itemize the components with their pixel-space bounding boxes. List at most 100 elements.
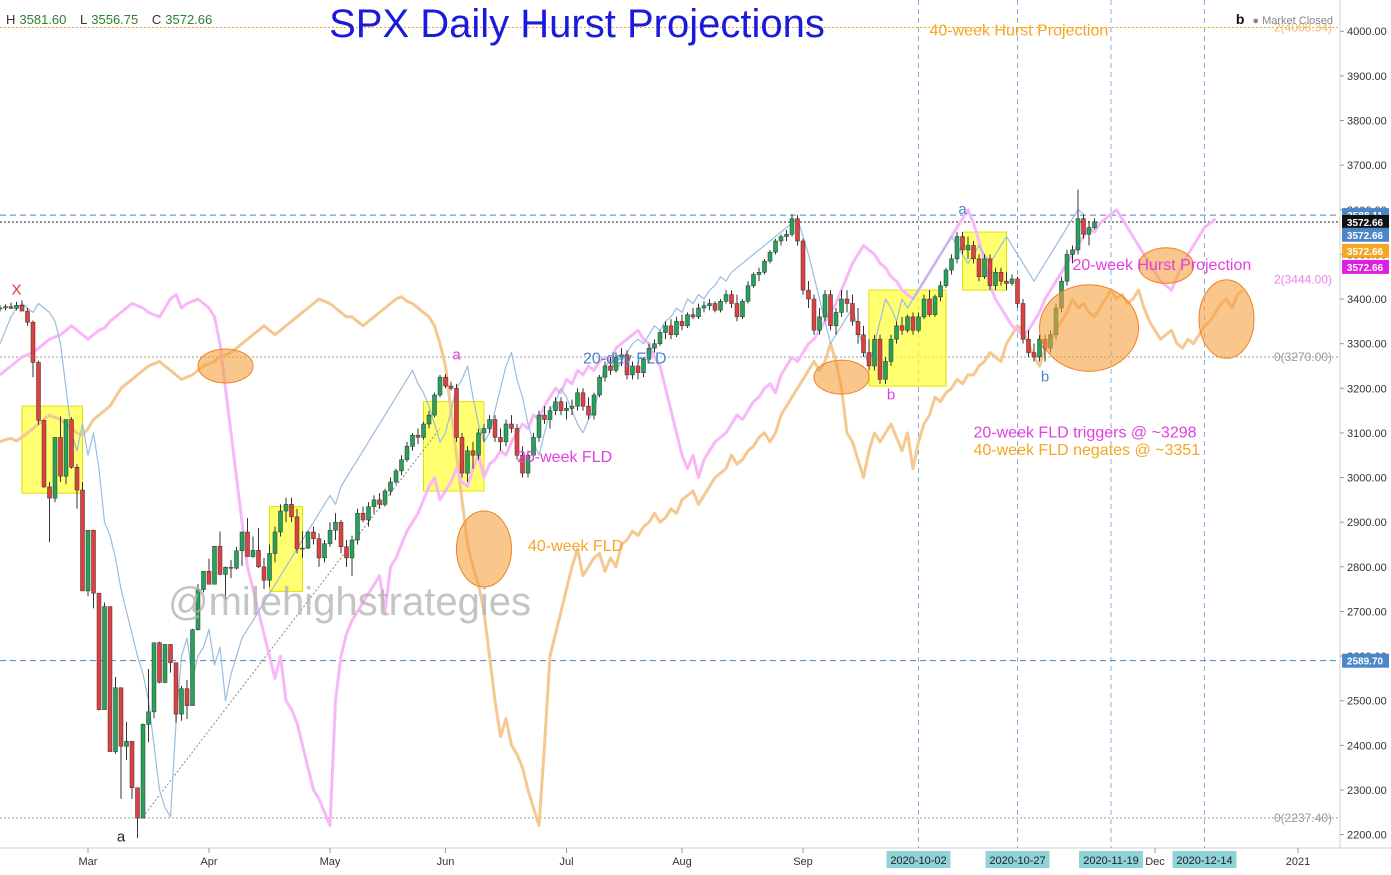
candle-body bbox=[817, 316, 822, 331]
highlight-ellipse bbox=[1138, 247, 1194, 284]
candle-body bbox=[525, 454, 531, 474]
candle-body bbox=[888, 338, 894, 362]
candle-body bbox=[866, 352, 872, 367]
candle-body bbox=[877, 338, 883, 380]
candle-body bbox=[129, 741, 135, 788]
candle-body bbox=[58, 437, 63, 477]
candle-body bbox=[1081, 218, 1086, 235]
highlight-ellipse bbox=[813, 359, 870, 395]
date-marker-label: 2020-10-02 bbox=[890, 855, 946, 867]
candle-body bbox=[652, 343, 657, 349]
candle-body bbox=[619, 354, 624, 358]
candle-body bbox=[492, 419, 498, 438]
level-label: 2(3444.00) bbox=[1274, 272, 1332, 286]
candle-body bbox=[580, 392, 586, 407]
candle-body bbox=[393, 470, 399, 483]
candle-body bbox=[36, 362, 41, 421]
candle-body bbox=[0, 307, 3, 310]
candle-body bbox=[168, 644, 173, 664]
candle-body bbox=[1064, 254, 1070, 282]
candle-body bbox=[250, 550, 256, 557]
candle-body bbox=[410, 434, 415, 447]
candle-body bbox=[1070, 249, 1075, 255]
candle-body bbox=[63, 419, 69, 477]
candle-body bbox=[344, 546, 349, 559]
candle-body bbox=[190, 629, 195, 706]
price-label-bg bbox=[1342, 214, 1389, 229]
y-tick-label: 3000.00 bbox=[1347, 473, 1387, 485]
candle-body bbox=[630, 365, 635, 376]
candle-body bbox=[987, 258, 993, 286]
y-tick-label: 4000.00 bbox=[1347, 26, 1387, 38]
candle-body bbox=[25, 310, 30, 323]
candle-body bbox=[762, 260, 767, 273]
annotation-label: 20-day FLD bbox=[583, 351, 667, 368]
candle-body bbox=[839, 298, 844, 313]
candle-body bbox=[41, 420, 47, 488]
status-letter: b bbox=[1235, 11, 1245, 27]
candle-body bbox=[685, 314, 690, 327]
candle-body bbox=[773, 240, 778, 253]
level-label: 0(3270.00) bbox=[1274, 350, 1332, 364]
y-tick-label: 2400.00 bbox=[1347, 740, 1387, 752]
candle-body bbox=[481, 428, 487, 434]
chart-title: SPX Daily Hurst Projections bbox=[329, 2, 825, 46]
date-marker-bg bbox=[1079, 851, 1143, 868]
y-tick-label: 3800.00 bbox=[1347, 116, 1387, 128]
candle-body bbox=[432, 394, 437, 416]
candle-body bbox=[1009, 278, 1015, 284]
candle-body bbox=[745, 285, 751, 302]
candle-body bbox=[487, 419, 492, 429]
candle-body bbox=[476, 432, 481, 456]
candle-body bbox=[608, 365, 613, 371]
candle-body bbox=[1086, 227, 1092, 235]
status-dot-icon: ● bbox=[1252, 15, 1263, 27]
candle-body bbox=[91, 529, 96, 594]
candle-body bbox=[613, 356, 619, 371]
candle-body bbox=[443, 376, 448, 387]
wave-label: X bbox=[11, 282, 21, 299]
candle-body bbox=[547, 410, 553, 420]
price-label-bg bbox=[1342, 227, 1389, 242]
candle-body bbox=[778, 236, 784, 242]
candle-body bbox=[30, 321, 36, 363]
x-tick-label: Jun bbox=[437, 856, 455, 868]
trendline bbox=[142, 428, 441, 818]
candle-body bbox=[850, 303, 855, 322]
candle-body bbox=[503, 423, 509, 443]
x-tick-label: May bbox=[320, 856, 341, 868]
candle-body bbox=[520, 454, 525, 474]
candle-body bbox=[1031, 352, 1037, 358]
price-label-bg bbox=[1342, 653, 1389, 668]
candle-body bbox=[228, 567, 234, 569]
candle-body bbox=[1075, 218, 1081, 251]
candle-body bbox=[564, 408, 569, 411]
close-key: C bbox=[151, 12, 162, 27]
candle-body bbox=[668, 325, 674, 335]
y-tick-label: 2500.00 bbox=[1347, 696, 1387, 708]
y-tick-label: 2200.00 bbox=[1347, 830, 1387, 842]
wave-label: a bbox=[958, 201, 967, 218]
candle-body bbox=[943, 269, 949, 286]
candle-body bbox=[674, 321, 679, 335]
candle-body bbox=[289, 504, 294, 518]
candle-body bbox=[982, 258, 987, 277]
candle-body bbox=[597, 376, 602, 396]
price-label: 3572.66 bbox=[1347, 231, 1384, 242]
candle-body bbox=[855, 321, 861, 335]
candle-body bbox=[267, 553, 272, 581]
candle-body bbox=[591, 394, 597, 416]
y-tick-label: 3400.00 bbox=[1347, 294, 1387, 306]
candle-body bbox=[278, 510, 283, 533]
candle-body bbox=[454, 388, 459, 438]
candle-body bbox=[569, 405, 575, 409]
candle-body bbox=[366, 506, 371, 521]
price-label: 2589.70 bbox=[1347, 657, 1384, 668]
candle-body bbox=[151, 642, 157, 713]
candle-body bbox=[85, 529, 91, 592]
candle-body bbox=[404, 446, 410, 460]
candle-body bbox=[283, 504, 289, 512]
candle-body bbox=[140, 724, 146, 819]
candle-body bbox=[712, 303, 718, 311]
